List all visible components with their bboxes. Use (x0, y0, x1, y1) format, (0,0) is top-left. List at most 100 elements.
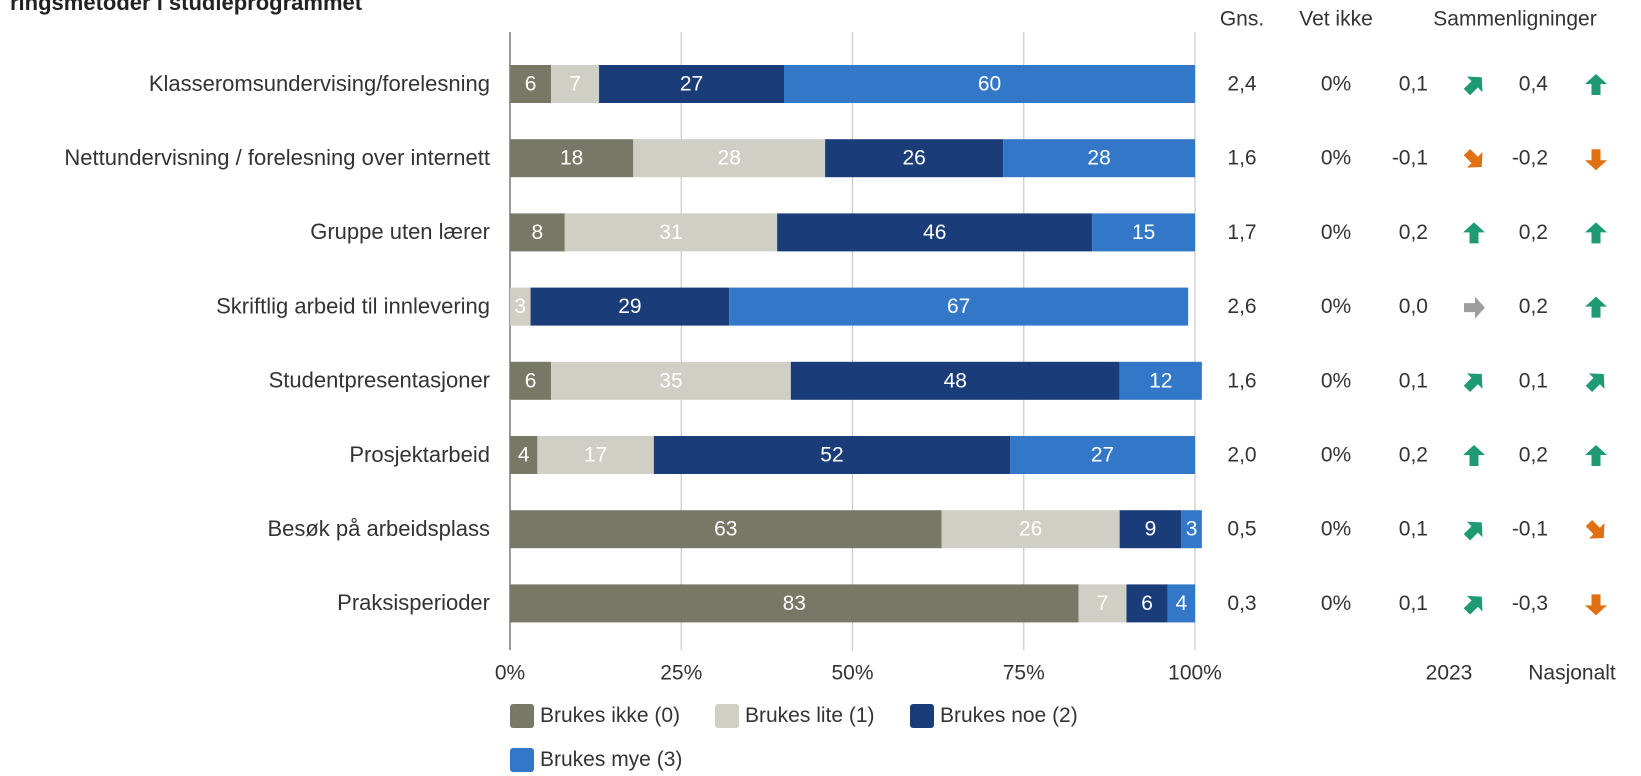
bar-segment (1003, 139, 1195, 178)
data-label: 15 (1132, 221, 1155, 244)
bar-segment (1092, 213, 1195, 252)
mean-value: 0,3 (1227, 592, 1256, 615)
arrow-up-right-icon (1585, 373, 1605, 393)
comparison-2023-value: 0,1 (1399, 73, 1428, 96)
bar-segment (1126, 584, 1168, 623)
category-label: Studentpresentasjoner (269, 368, 490, 393)
bar-segment (1167, 584, 1195, 623)
data-label: 26 (902, 147, 925, 170)
data-label: 4 (518, 444, 530, 467)
data-label: 63 (714, 518, 737, 541)
header-comparisons: Sammenligninger (1433, 8, 1596, 31)
arrow-up-icon (1585, 445, 1607, 466)
legend-item: Brukes noe (2) (910, 704, 1078, 728)
bar-segment (784, 65, 1195, 103)
category-label: Prosjektarbeid (349, 442, 490, 467)
data-label: 8 (532, 221, 544, 244)
data-label: 60 (978, 73, 1001, 96)
bar-segment (790, 361, 1120, 400)
data-label: 3 (1186, 518, 1198, 541)
bar-segment (510, 510, 942, 549)
dont-know-value: 0% (1321, 444, 1351, 467)
bar-segment (1119, 510, 1182, 549)
legend-label: Brukes ikke (0) (540, 704, 681, 727)
comparison-2023-value: 0,1 (1399, 369, 1428, 392)
bar-segment (551, 361, 791, 400)
chart-title: ringsmetoder i studieprogrammet (10, 0, 363, 15)
x-tick-label: 0% (495, 662, 525, 685)
category-label: Praksisperioder (337, 590, 490, 615)
arrow-right-icon (1464, 296, 1485, 319)
bar-segment (825, 139, 1004, 178)
dont-know-value: 0% (1321, 518, 1351, 541)
data-label: 83 (783, 592, 806, 615)
arrow-up-icon (1585, 222, 1607, 244)
bar-segment (599, 65, 784, 103)
category-label: Besøk på arbeidsplass (267, 516, 490, 541)
category-labels: Klasseromsundervising/forelesning Nettund… (64, 71, 490, 615)
x-tick-label: 75% (1003, 662, 1045, 685)
bar-segment (1119, 361, 1202, 400)
legend-label: Brukes noe (2) (940, 704, 1078, 727)
data-label: 46 (923, 221, 946, 244)
legend-swatch (510, 748, 534, 772)
category-label: Gruppe uten lærer (310, 219, 490, 244)
data-label: 28 (718, 147, 741, 170)
arrow-up-icon (1585, 74, 1607, 95)
legend-swatch (910, 704, 934, 728)
bar-segment (633, 139, 826, 178)
comparison-2023-value: 0,1 (1399, 592, 1428, 615)
header-dont-know: Vet ikke (1299, 8, 1373, 31)
dont-know-value: 0% (1321, 295, 1351, 318)
bar-segment (510, 584, 1079, 623)
data-label: 26 (1019, 518, 1042, 541)
comparison-national-value: -0,1 (1512, 518, 1548, 541)
dont-know-value: 0% (1321, 369, 1351, 392)
mean-value: 2,0 (1227, 444, 1256, 467)
data-label: 7 (1097, 592, 1109, 615)
stats-table: 2,4 0% 0,1 0,4 1,6 0% -0,1 -0,2 1,7 0% 0,2 0,2 2,6 0%… (1227, 73, 1607, 616)
header-mean: Gns. (1220, 8, 1264, 31)
data-label: 3 (514, 295, 526, 318)
x-tick-label: 25% (660, 662, 702, 685)
data-label: 17 (584, 444, 607, 467)
data-label: 18 (560, 147, 583, 170)
header-comparison-national: Nasjonalt (1528, 662, 1616, 685)
bar-segment (510, 361, 552, 400)
dont-know-value: 0% (1321, 221, 1351, 244)
legend-item: Brukes ikke (0) (510, 704, 680, 728)
arrow-down-icon (1585, 149, 1607, 171)
category-label: Skriftlig arbeid til innlevering (216, 293, 490, 318)
bar-segment (537, 436, 654, 474)
legend-swatch (510, 704, 534, 728)
x-axis-ticks: 0% 25% 50% 75% 100% (495, 662, 1222, 685)
bar-segment (777, 213, 1093, 252)
arrow-down-right-icon (1463, 148, 1483, 168)
data-label: 48 (944, 369, 967, 392)
bar-segment (564, 213, 778, 252)
mean-value: 1,6 (1227, 147, 1256, 170)
bar-segment (510, 213, 565, 252)
bar-segment (510, 436, 538, 474)
data-label: 12 (1149, 369, 1172, 392)
data-label: 27 (1091, 444, 1114, 467)
comparison-2023-value: 0,2 (1399, 444, 1428, 467)
comparison-national-value: 0,1 (1519, 369, 1548, 392)
legend-label: Brukes mye (3) (540, 748, 683, 771)
bar-segment (530, 287, 730, 326)
data-label: 28 (1087, 147, 1110, 170)
bar-segment (729, 287, 1189, 326)
mean-value: 0,5 (1227, 518, 1256, 541)
data-label: 31 (659, 221, 682, 244)
arrow-up-right-icon (1463, 76, 1483, 96)
legend-label: Brukes lite (1) (745, 704, 875, 727)
arrow-down-icon (1585, 594, 1607, 616)
dont-know-value: 0% (1321, 73, 1351, 96)
arrow-up-icon (1463, 222, 1485, 244)
dont-know-value: 0% (1321, 592, 1351, 615)
legend-item: Brukes mye (3) (510, 748, 682, 772)
comparison-national-value: -0,2 (1512, 147, 1548, 170)
legend-swatch (715, 704, 739, 728)
mean-value: 2,4 (1227, 73, 1257, 96)
data-label: 6 (525, 369, 537, 392)
